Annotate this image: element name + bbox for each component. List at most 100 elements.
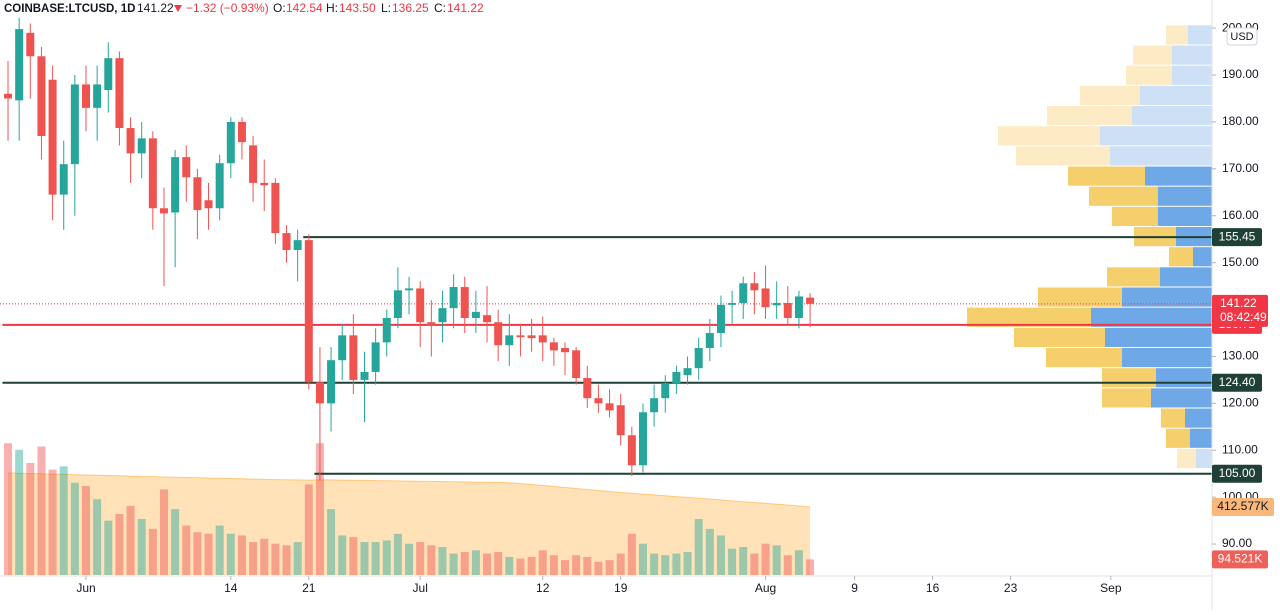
profile-up — [1089, 186, 1158, 206]
candle-body — [360, 371, 369, 380]
last-price: 141.22 — [137, 1, 174, 15]
candle-body — [304, 240, 313, 383]
candle-body — [739, 283, 748, 303]
last-price-label-bg — [1212, 294, 1268, 327]
candle-body — [327, 360, 336, 404]
volume-bar — [282, 545, 291, 575]
volume-bar — [427, 545, 436, 575]
open-value: 142.54 — [286, 1, 323, 15]
volume-bar — [561, 560, 570, 575]
high-label: H: — [326, 1, 338, 15]
candle-body — [405, 288, 414, 291]
profile-down — [1188, 25, 1212, 45]
profile-up — [967, 307, 1091, 327]
volume-bar — [605, 560, 614, 575]
candle-body — [772, 302, 781, 306]
volume-bar — [327, 509, 336, 575]
volume-bar — [483, 553, 492, 575]
candle-body — [672, 371, 681, 384]
profile-up — [1126, 65, 1172, 85]
volume-bar — [126, 505, 135, 575]
axes: 155.45124.40105.00136.72200.00190.00180.… — [76, 20, 1274, 595]
candle-body — [215, 163, 224, 209]
candle-body — [650, 398, 659, 413]
volume-bar — [405, 543, 414, 575]
volume-bar — [382, 540, 391, 575]
candle-body — [126, 128, 135, 154]
down-arrow — [174, 5, 182, 12]
countdown: 08:42:49 — [1220, 310, 1267, 324]
profile-up — [1166, 25, 1188, 45]
profile-down — [1122, 348, 1212, 368]
candle-body — [694, 348, 703, 369]
profile-down — [1156, 368, 1212, 388]
volume-bar — [148, 528, 157, 575]
profile-down — [1193, 247, 1212, 267]
candle-body — [26, 32, 35, 57]
last-price-label: 141.22 — [1220, 296, 1257, 310]
x-tick-label: Sep — [1100, 581, 1122, 595]
close-value: 141.22 — [447, 1, 484, 15]
y-tick-label: 160.00 — [1222, 208, 1259, 222]
profile-down — [1105, 327, 1212, 348]
volume-bar — [171, 509, 180, 575]
volume-ma-line — [7, 472, 811, 508]
profile-down — [1160, 267, 1212, 287]
volume-bar — [538, 550, 547, 575]
candle-body — [81, 84, 90, 108]
volume-bar — [471, 550, 480, 575]
header-bg — [0, 0, 486, 18]
y-tick-label: 150.00 — [1222, 255, 1259, 269]
volume-bar — [93, 499, 102, 575]
profile-down — [1185, 408, 1212, 428]
x-tick-label: Jun — [76, 581, 95, 595]
candle-body — [583, 378, 592, 399]
candle-body — [594, 398, 603, 404]
x-tick-label: 14 — [224, 581, 238, 595]
volume-bar — [226, 533, 235, 575]
candle-body — [761, 288, 770, 308]
candle-body — [59, 164, 68, 195]
candle-body — [572, 350, 581, 379]
candle-body — [806, 297, 815, 304]
volume-bar — [516, 558, 525, 575]
candle-body — [148, 138, 157, 209]
profile-down — [1172, 65, 1212, 85]
volume-bar — [159, 489, 168, 575]
volume-bar — [583, 556, 592, 575]
volume-bar — [4, 443, 13, 575]
y-tick-label: 180.00 — [1222, 114, 1259, 128]
volume-bar — [315, 443, 324, 575]
candle-body — [226, 121, 235, 164]
candle-body — [271, 182, 280, 234]
candle-body — [561, 348, 570, 353]
volume-bar — [449, 553, 458, 575]
candle-body — [638, 412, 647, 466]
profile-up — [1161, 408, 1185, 428]
candle-body — [471, 311, 480, 318]
y-tick-label: 90.00 — [1222, 536, 1252, 550]
volume-bar — [750, 553, 759, 575]
volume-bar — [104, 520, 113, 575]
candle-body — [382, 317, 391, 343]
profile-down — [1172, 45, 1212, 65]
candle-body — [371, 342, 380, 372]
volume-bar — [661, 555, 670, 575]
profile-down — [1190, 428, 1212, 448]
candle-body — [293, 240, 302, 250]
profile-up — [1169, 247, 1193, 267]
volume-bar — [360, 542, 369, 575]
low-value: 136.25 — [392, 1, 429, 15]
volume-bar — [137, 518, 146, 575]
y-tick-label: 190.00 — [1222, 67, 1259, 81]
y-tick-label: 110.00 — [1222, 442, 1258, 456]
candle-body — [750, 283, 759, 291]
candle-body — [159, 208, 168, 214]
candle-body — [494, 322, 503, 346]
volume-bar — [416, 542, 425, 575]
volume-bar — [594, 561, 603, 575]
candle-body — [516, 335, 525, 338]
profile-down — [1158, 186, 1212, 206]
currency-box — [1226, 27, 1258, 46]
symbol: COINBASE:LTCUSD, 1D — [4, 3, 135, 15]
